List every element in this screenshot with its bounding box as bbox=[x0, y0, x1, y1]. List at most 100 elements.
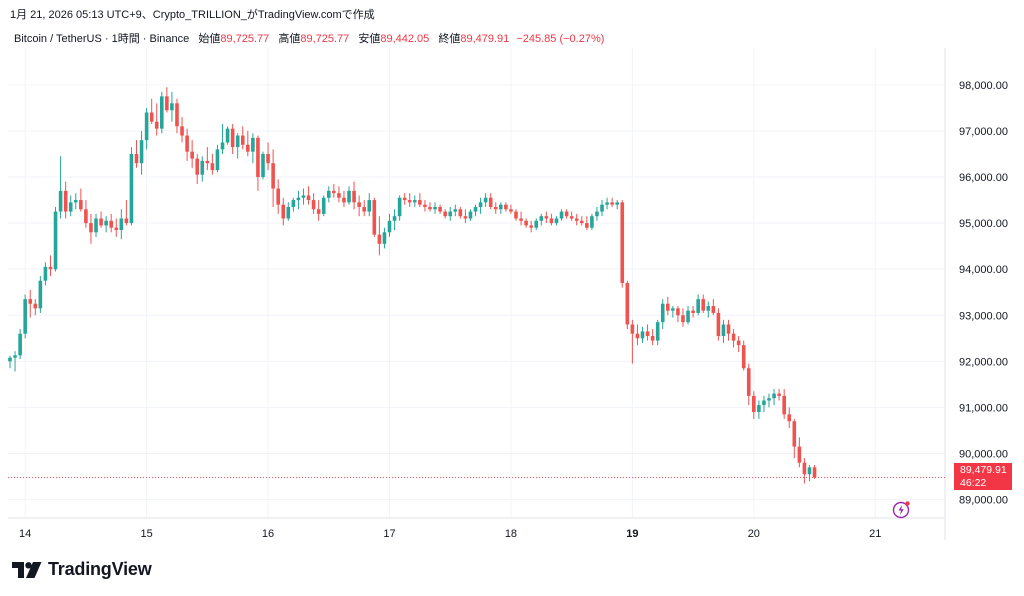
candle-body bbox=[53, 211, 58, 270]
close-label: 終値 bbox=[438, 33, 461, 45]
candle-body bbox=[671, 308, 675, 311]
candle-body bbox=[746, 368, 751, 396]
candle-body bbox=[610, 202, 614, 205]
low-value: 89,442.05 bbox=[380, 33, 430, 45]
candle-body bbox=[453, 209, 458, 212]
candle-body bbox=[757, 405, 761, 413]
candle-body bbox=[605, 202, 609, 205]
price-tick-label: 90,000.00 bbox=[959, 448, 1008, 460]
candle-body bbox=[655, 322, 660, 341]
candle-body bbox=[549, 218, 554, 224]
time-tick-label: 14 bbox=[19, 528, 31, 540]
time-tick-label: 17 bbox=[383, 528, 395, 540]
candle-body bbox=[18, 333, 22, 356]
candle-body bbox=[807, 467, 812, 475]
price-tick-label: 98,000.00 bbox=[959, 80, 1008, 92]
time-axis: 14 15 16 17 18 19 20 21 bbox=[19, 528, 881, 540]
candle-body bbox=[165, 96, 169, 111]
candle-body bbox=[337, 193, 341, 198]
candle-body bbox=[630, 324, 635, 334]
candle-body bbox=[119, 218, 124, 231]
candle-body bbox=[160, 96, 164, 129]
candle-body bbox=[752, 395, 756, 413]
candle-body bbox=[372, 200, 377, 235]
candle-body bbox=[58, 190, 63, 212]
candle-body bbox=[488, 197, 493, 207]
candle-body bbox=[311, 200, 316, 210]
candle-body bbox=[261, 153, 265, 178]
candle-body bbox=[276, 188, 280, 205]
lightning-icon[interactable] bbox=[892, 500, 912, 520]
high-label: 高値 bbox=[278, 33, 301, 45]
candle-body bbox=[230, 128, 235, 148]
candle-body bbox=[716, 312, 721, 336]
candle-body bbox=[377, 234, 382, 244]
candle-body bbox=[812, 467, 817, 478]
candle-body bbox=[458, 209, 463, 217]
candle-body bbox=[650, 335, 655, 341]
candle-body bbox=[433, 206, 437, 210]
candle-body bbox=[296, 197, 301, 201]
candle-body bbox=[352, 190, 356, 203]
candle-body bbox=[741, 345, 746, 369]
candle-body bbox=[681, 315, 685, 323]
price-tick-label: 89,000.00 bbox=[959, 495, 1008, 507]
brand-logo[interactable]: TradingView bbox=[12, 559, 152, 580]
candle-body bbox=[387, 220, 392, 233]
candle-body bbox=[316, 209, 321, 214]
candle-body bbox=[28, 299, 33, 304]
candle-body bbox=[79, 200, 83, 210]
candle-body bbox=[357, 202, 361, 207]
candle-body bbox=[195, 158, 200, 175]
candle-body bbox=[736, 340, 741, 346]
chart-grid bbox=[8, 48, 945, 518]
candle-body bbox=[190, 151, 194, 159]
candle-body bbox=[711, 306, 716, 313]
chart-legend: Bitcoin / TetherUS · 1時間 · Binance 始値 89,… bbox=[14, 30, 604, 46]
price-tick-label: 95,000.00 bbox=[959, 218, 1008, 230]
open-label: 始値 bbox=[198, 33, 221, 45]
candle-body bbox=[777, 393, 781, 396]
candle-body bbox=[342, 197, 346, 203]
candle-body bbox=[493, 206, 498, 210]
candle-body bbox=[220, 142, 225, 150]
candle-body bbox=[286, 206, 291, 219]
candle-body bbox=[423, 204, 427, 207]
price-tick-label: 96,000.00 bbox=[959, 172, 1008, 184]
symbol-label: Bitcoin / TetherUS · 1時間 · Binance bbox=[14, 33, 190, 45]
candle-body bbox=[620, 202, 625, 283]
candle-body bbox=[686, 310, 690, 323]
candle-body bbox=[321, 197, 326, 214]
time-tick-label: 20 bbox=[748, 528, 760, 540]
candle-body bbox=[23, 299, 27, 334]
candle-body bbox=[246, 144, 250, 152]
candle-body bbox=[726, 324, 731, 334]
candle-body bbox=[8, 357, 12, 362]
candle-body bbox=[499, 204, 503, 210]
candle-body bbox=[559, 211, 564, 219]
candle-body bbox=[256, 137, 260, 178]
candle-body bbox=[129, 153, 134, 224]
change-value: −245.85 (−0.27%) bbox=[516, 33, 605, 45]
price-axis: 98,000.00 97,000.00 96,000.00 95,000.00 94,0… bbox=[959, 80, 1008, 507]
candle-body bbox=[413, 200, 417, 203]
candle-body bbox=[676, 308, 680, 316]
candle-body bbox=[448, 211, 453, 217]
candle-body bbox=[124, 218, 129, 224]
time-tick-label: 18 bbox=[505, 528, 517, 540]
candle-body bbox=[428, 206, 432, 210]
candles-group bbox=[8, 87, 817, 484]
candle-body bbox=[554, 218, 559, 224]
candle-body bbox=[144, 112, 149, 141]
candle-body bbox=[443, 211, 447, 217]
candle-body bbox=[271, 163, 275, 189]
tradingview-logo-icon bbox=[12, 561, 42, 578]
candle-body bbox=[696, 299, 700, 313]
candle-body bbox=[99, 218, 103, 226]
candle-body bbox=[468, 211, 473, 219]
candle-body bbox=[478, 202, 483, 207]
candle-body bbox=[802, 462, 807, 475]
candle-body bbox=[731, 333, 736, 341]
close-value: 89,479.91 bbox=[460, 33, 510, 45]
